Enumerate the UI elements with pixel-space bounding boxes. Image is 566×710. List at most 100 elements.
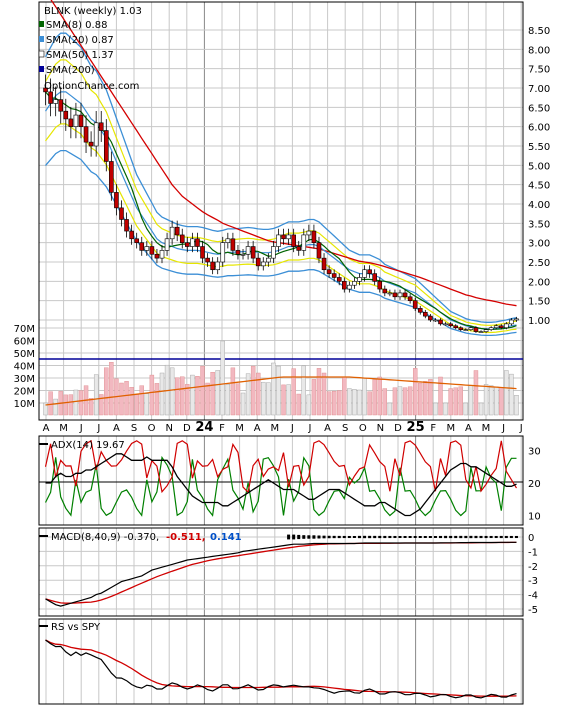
macd-histogram-bar xyxy=(464,535,468,539)
candle xyxy=(306,224,312,242)
volume-bar xyxy=(63,394,68,416)
macd-histogram-bar xyxy=(317,535,321,539)
macd-tick-label: -2 xyxy=(528,562,538,573)
candle-body xyxy=(68,118,74,127)
volume-bar xyxy=(412,368,418,416)
month-label: F xyxy=(219,423,225,434)
candle-body xyxy=(316,242,322,259)
candle xyxy=(402,289,408,300)
month-label: A xyxy=(113,423,120,434)
candle-body xyxy=(144,246,150,251)
month-label: A xyxy=(254,423,261,434)
candle xyxy=(347,281,352,293)
candle-body xyxy=(149,246,155,255)
macd-histogram-bar xyxy=(322,535,326,539)
volume-bar xyxy=(458,386,463,416)
volume-bar xyxy=(387,402,393,416)
macd-histogram-bar xyxy=(449,535,453,539)
candle xyxy=(341,277,347,293)
candle-body xyxy=(205,257,210,263)
envelope-upper-line xyxy=(44,59,517,326)
macd-histogram-bar xyxy=(408,536,412,538)
candle xyxy=(443,322,448,326)
volume-bar xyxy=(261,381,266,416)
candle-body xyxy=(73,114,79,127)
candlesticks xyxy=(43,74,519,333)
volume-bar xyxy=(372,379,377,416)
volume-bar xyxy=(499,387,504,416)
candle-body xyxy=(357,277,362,282)
candle-body xyxy=(514,318,519,321)
candle-body xyxy=(159,250,165,259)
volume-bar xyxy=(337,390,342,416)
candle-body xyxy=(245,246,251,255)
candle xyxy=(301,228,307,256)
candle xyxy=(83,115,89,153)
candle xyxy=(286,228,291,245)
volume-bar xyxy=(377,376,382,416)
candle-body xyxy=(382,288,388,294)
macd-tick-label: -5 xyxy=(528,605,538,616)
volume-bar xyxy=(53,398,58,416)
volume-bar xyxy=(215,370,220,416)
adx-tick-label: 10 xyxy=(528,512,541,523)
candle-body xyxy=(509,319,514,325)
month-label: D xyxy=(394,423,402,434)
candle xyxy=(331,269,337,282)
rs-panel-frame xyxy=(38,618,524,705)
volume-bar xyxy=(352,389,357,416)
plus-di-line xyxy=(44,455,517,517)
legend-label: SMA(8) 0.88 xyxy=(46,20,107,31)
candle xyxy=(215,257,221,275)
candle-body xyxy=(119,207,124,220)
candle xyxy=(271,240,276,264)
candle-body xyxy=(397,292,403,298)
macd-panel: 0 -1 -2 -3 -4 -5 MACD(8,40,9) -0.370, -0.511,… xyxy=(38,527,538,617)
candle-body xyxy=(321,257,327,271)
volume-bar xyxy=(463,402,469,416)
rs-average-line xyxy=(45,639,517,697)
volume-bar xyxy=(281,384,286,416)
candle xyxy=(362,265,367,282)
candle-body xyxy=(433,319,438,322)
candle xyxy=(266,253,271,267)
candle-body xyxy=(488,327,494,330)
candle-body xyxy=(493,325,499,329)
price-legend: SMA(8) 0.88 SMA(20) 0.87 SMA(50) 1.37 SM… xyxy=(38,20,114,76)
volume-bar xyxy=(347,388,352,416)
macd-histogram-value: 0.141 xyxy=(210,532,242,543)
volume-bar xyxy=(453,387,458,416)
volume-bar xyxy=(407,386,413,416)
volume-bar xyxy=(438,376,443,416)
candle xyxy=(174,220,180,242)
candle-body xyxy=(255,257,261,267)
macd-histogram-bar xyxy=(393,535,397,539)
volume-bar xyxy=(200,365,205,416)
price-tick-label: 1.50 xyxy=(528,297,550,308)
adx-panel-frame xyxy=(38,435,524,526)
adx-panel: 30 20 10 ADX(14) 19.67 xyxy=(38,435,541,526)
candle-body xyxy=(473,327,479,332)
volume-bar xyxy=(230,367,236,416)
volume-bar xyxy=(291,368,296,416)
macd-signal-value: -0.511, xyxy=(166,532,206,543)
candle-body xyxy=(281,234,286,240)
candle xyxy=(53,86,58,117)
volume-bar xyxy=(235,383,241,416)
candle-body xyxy=(276,234,281,247)
volume-bar xyxy=(326,391,332,416)
volume-tick-label: 20M xyxy=(14,387,35,398)
candle-body xyxy=(169,226,175,240)
volume-bar xyxy=(392,387,398,416)
candle xyxy=(483,328,489,333)
candle xyxy=(63,98,69,131)
legend-item-sma20: SMA(20) 0.87 xyxy=(39,35,114,46)
price-panel-frame xyxy=(38,1,524,421)
candle xyxy=(438,318,443,326)
month-label: S xyxy=(131,423,137,434)
volume-bar xyxy=(48,391,53,416)
candle xyxy=(43,74,48,106)
legend-label: SMA(20) 0.87 xyxy=(46,35,114,46)
candle-body xyxy=(402,292,408,298)
candle-body xyxy=(63,110,69,120)
